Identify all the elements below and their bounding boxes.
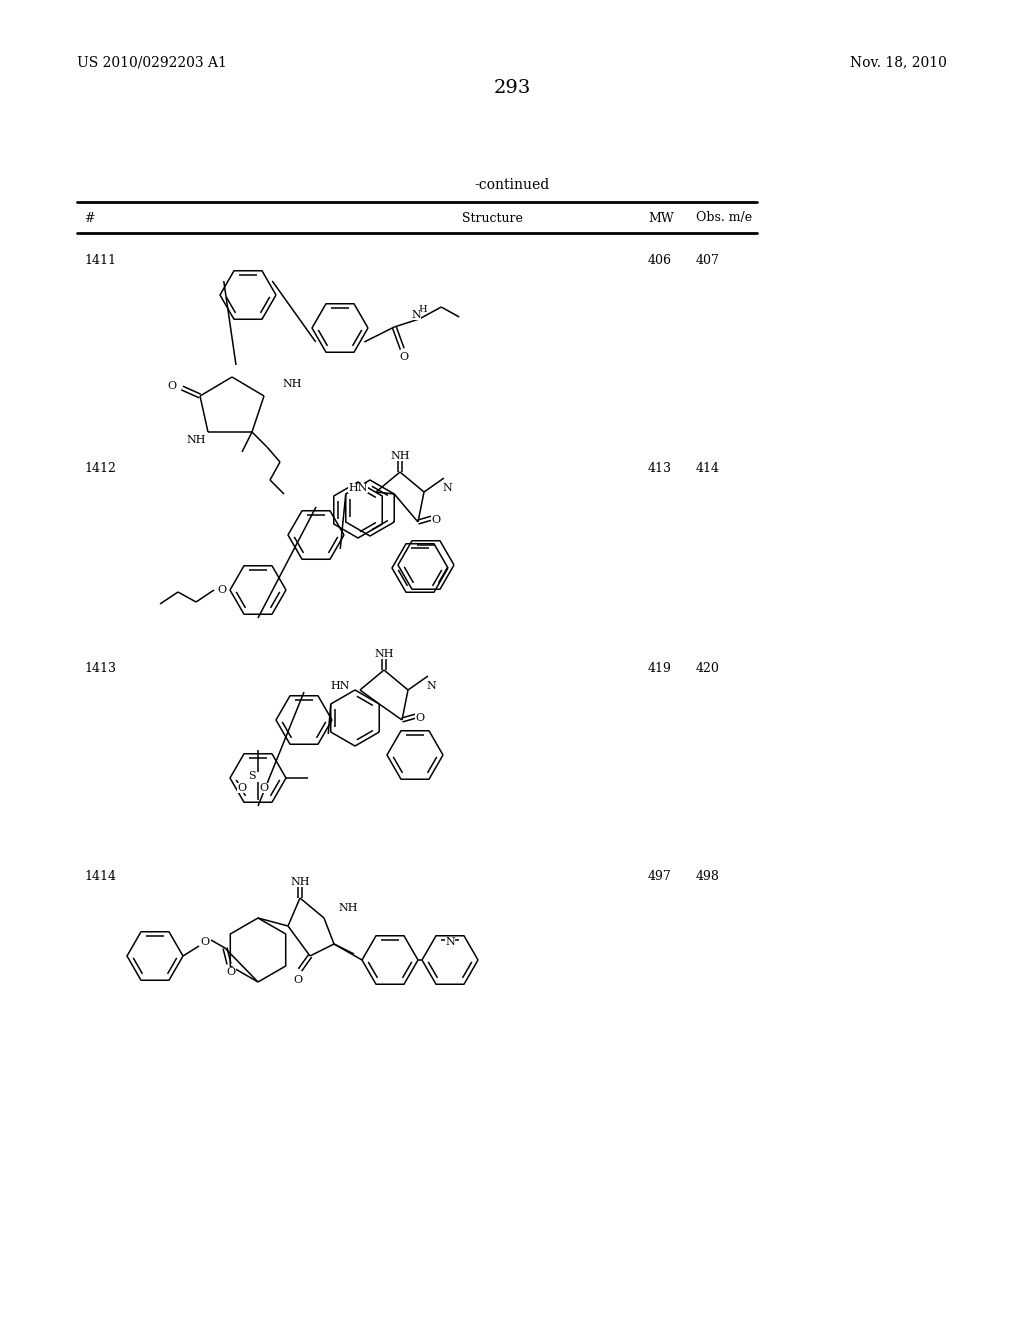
- Text: NH: NH: [186, 436, 206, 445]
- Text: O: O: [294, 975, 302, 985]
- Text: O: O: [201, 937, 210, 946]
- Text: US 2010/0292203 A1: US 2010/0292203 A1: [77, 55, 227, 69]
- Text: 497: 497: [648, 870, 672, 883]
- Text: N: N: [426, 681, 436, 690]
- Text: O: O: [416, 713, 425, 723]
- Text: O: O: [226, 968, 236, 977]
- Text: N: N: [412, 310, 421, 319]
- Text: 420: 420: [696, 661, 720, 675]
- Text: O: O: [238, 783, 247, 793]
- Text: -continued: -continued: [474, 178, 550, 191]
- Text: N: N: [442, 483, 452, 492]
- Text: HN: HN: [348, 483, 368, 492]
- Text: Obs. m/e: Obs. m/e: [696, 211, 752, 224]
- Text: 413: 413: [648, 462, 672, 474]
- Text: Nov. 18, 2010: Nov. 18, 2010: [850, 55, 947, 69]
- Text: 414: 414: [696, 462, 720, 474]
- Text: O: O: [399, 352, 409, 362]
- Text: NH: NH: [290, 876, 309, 887]
- Text: H: H: [418, 305, 427, 314]
- Text: 406: 406: [648, 253, 672, 267]
- Text: NH: NH: [338, 903, 357, 913]
- Text: 498: 498: [696, 870, 720, 883]
- Text: O: O: [259, 783, 268, 793]
- Text: S: S: [248, 771, 256, 781]
- Text: NH: NH: [374, 649, 394, 659]
- Text: NH: NH: [282, 379, 301, 389]
- Text: 419: 419: [648, 661, 672, 675]
- Text: 293: 293: [494, 79, 530, 96]
- Text: 1414: 1414: [84, 870, 116, 883]
- Text: O: O: [168, 381, 176, 391]
- Text: 1413: 1413: [84, 661, 116, 675]
- Text: HN: HN: [331, 681, 350, 690]
- Text: #: #: [84, 211, 94, 224]
- Text: MW: MW: [648, 211, 674, 224]
- Text: NH: NH: [390, 451, 410, 461]
- Text: O: O: [217, 585, 226, 595]
- Text: O: O: [431, 515, 440, 525]
- Text: 407: 407: [696, 253, 720, 267]
- Text: 1411: 1411: [84, 253, 116, 267]
- Text: 1412: 1412: [84, 462, 116, 474]
- Text: Structure: Structure: [462, 211, 522, 224]
- Text: N: N: [445, 937, 455, 946]
